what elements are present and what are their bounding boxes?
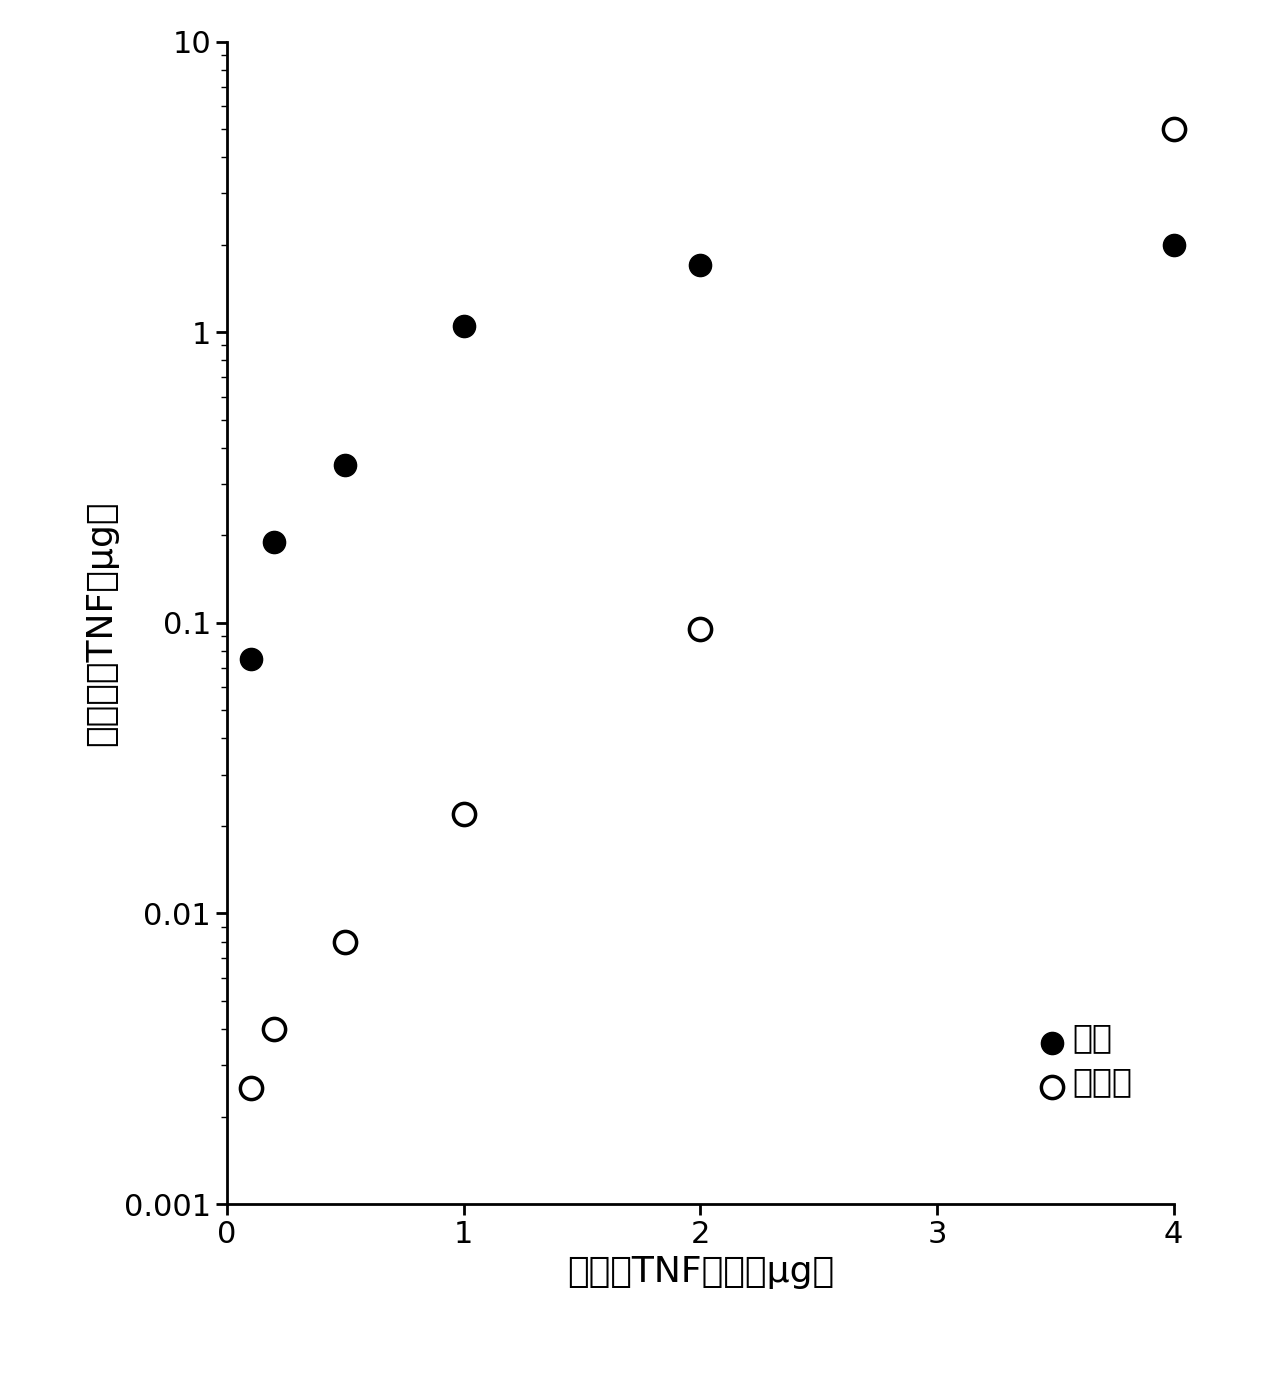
小球 — [693, 257, 708, 274]
小球 — [268, 533, 283, 549]
上清液 — [457, 805, 472, 822]
小球 — [1166, 237, 1181, 253]
Legend: 小球, 上清液: 小球, 上清液 — [1032, 1016, 1138, 1104]
上清液 — [268, 1021, 283, 1038]
Line: 小球: 小球 — [240, 234, 1185, 670]
小球 — [457, 318, 472, 335]
Y-axis label: 检测到的TNF（μg）: 检测到的TNF（μg） — [85, 500, 119, 746]
Line: 上清液: 上清液 — [240, 118, 1185, 1099]
小球 — [244, 650, 259, 667]
上清液 — [244, 1080, 259, 1096]
小球 — [338, 457, 353, 473]
X-axis label: 加入的TNF质量（μg）: 加入的TNF质量（μg） — [567, 1255, 834, 1289]
上清液 — [338, 933, 353, 949]
上清液 — [1166, 120, 1181, 137]
上清液 — [693, 621, 708, 638]
